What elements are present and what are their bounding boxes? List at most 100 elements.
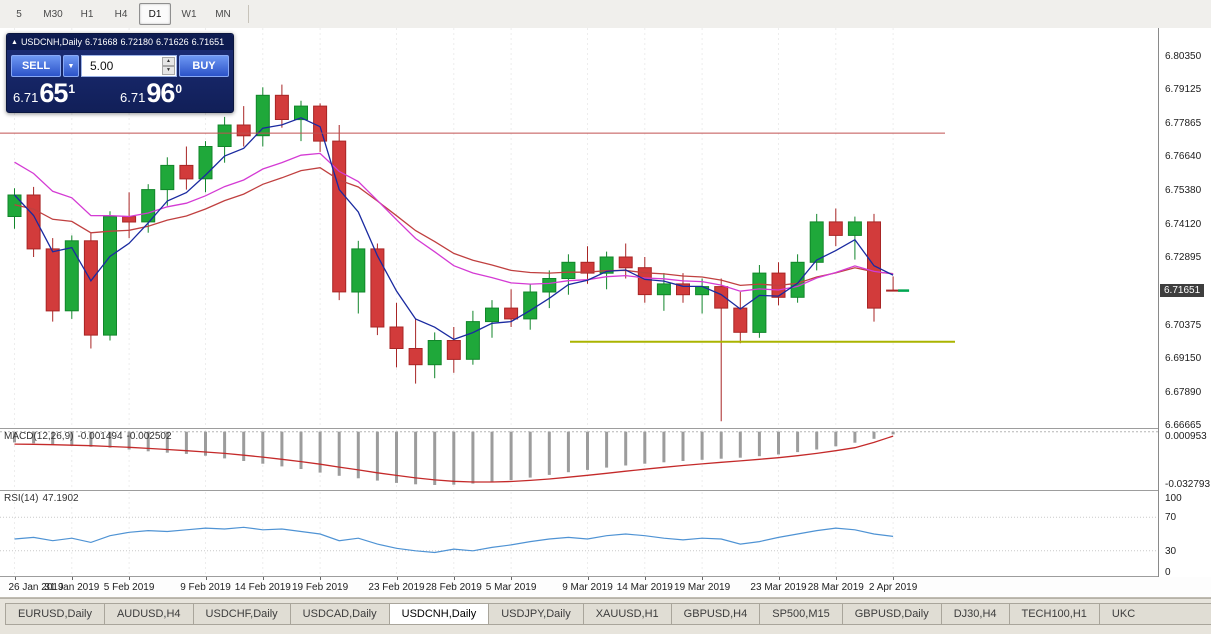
candle-body [45,248,60,312]
chart-tab-bar: EURUSD,Daily AUDUSD,H4 USDCHF,Daily USDCAD,… [0,598,1211,634]
date-axis-label: 31 Jan 2019 [44,582,100,593]
volume-dropdown-button[interactable]: ▼ [63,55,79,77]
buy-price-display[interactable]: 6.71 96 0 [120,78,183,108]
candle-body [580,261,595,274]
rsi-pane[interactable] [0,492,1158,576]
chart-symbol-label: USDCNH,Daily [20,37,82,47]
chart-tab-dj30-h4[interactable]: DJ30,H4 [941,603,1010,625]
chart-tab-usdchf-daily[interactable]: USDCHF,Daily [193,603,291,625]
timeframe-button-H4[interactable]: H4 [114,8,128,20]
macd-axis-max-label: 0.000953 [1165,431,1207,442]
chart-tab-audusd-h4[interactable]: AUDUSD,H4 [104,603,194,625]
macd-histogram-bar [242,431,246,461]
macd-histogram-bar [777,431,780,455]
candle-body [676,283,690,296]
price-axis: 6.80350 6.79125 6.77865 6.76640 6.75380 6.741… [1159,28,1211,577]
buy-button[interactable]: BUY [179,55,229,77]
trade-panel-toggle-icon[interactable]: ▲ [11,38,18,46]
date-axis-label: 28 Feb 2019 [425,582,482,593]
ohlc-low: 6.71626 [156,37,189,47]
macd-histogram-bar [356,431,360,479]
macd-histogram-bar [891,431,895,435]
timeframe-button-H1[interactable]: H1 [80,8,94,20]
timeframe-toolbar: 5 M30 H1 H4 D1 W1 MN [0,0,1211,29]
volume-input[interactable] [81,55,177,77]
candle-body [370,248,385,328]
chart-tab-usdjpy-daily[interactable]: USDJPY,Daily [489,603,584,625]
sell-button[interactable]: SELL [11,55,61,77]
candle-body [198,146,213,180]
toolbar-separator [248,5,249,23]
price-axis-label: 6.67890 [1165,387,1202,398]
chart-tab-gbpusd-daily[interactable]: GBPUSD,Daily [842,603,942,625]
chart-tab-gbpusd-h4[interactable]: GBPUSD,H4 [671,603,761,625]
candle-body [26,194,41,250]
sell-price-display[interactable]: 6.71 65 1 [13,78,76,108]
chart-tab-ukc[interactable]: UKC [1099,603,1211,625]
main-price-chart[interactable] [0,28,1158,428]
candle-body [714,286,729,309]
pane-divider [0,576,1211,577]
timeframe-button-D1[interactable]: D1 [139,3,171,25]
chart-tab-eurusd-daily[interactable]: EURUSD,Daily [5,603,105,625]
price-axis-label: 6.76640 [1165,151,1202,162]
candle-body [408,348,423,366]
price-axis-label: 6.74120 [1165,219,1202,230]
candle-body [103,216,117,336]
macd-histogram-bar [815,431,819,450]
rsi-axis-label: 100 [1165,493,1182,504]
pane-divider[interactable] [0,428,1211,429]
macd-histogram-bar [108,431,112,448]
date-axis-label: 28 Mar 2019 [807,582,864,593]
date-tick [71,577,73,580]
price-axis-label: 6.69150 [1165,353,1202,364]
macd-histogram-bar [547,431,551,475]
candle-body [122,216,137,223]
macd-histogram-bar [853,431,857,443]
candle-body [294,105,308,121]
date-tick [835,577,837,580]
price-axis-label: 6.77865 [1165,118,1202,129]
date-tick [511,577,513,580]
candle-body [561,261,576,280]
candle-body [618,256,633,269]
macd-histogram-bar [757,431,761,457]
date-axis-label: 14 Mar 2019 [616,582,673,593]
macd-histogram-bar [624,431,628,466]
price-axis-label: 6.66665 [1165,420,1202,431]
timeframe-button-5[interactable]: 5 [16,8,22,20]
rsi-line [14,526,894,554]
macd-histogram-bar [872,431,876,439]
candle-body [752,272,767,333]
date-tick [644,577,646,580]
candle-body [427,340,442,366]
date-axis-label: 5 Mar 2019 [485,582,537,593]
timeframe-button-M30[interactable]: M30 [43,8,63,20]
pane-divider[interactable] [0,490,1211,491]
timeframe-button-MN[interactable]: MN [215,8,231,20]
date-tick [14,577,16,580]
macd-histogram-bar [528,431,532,478]
chart-tab-usdcnh-daily[interactable]: USDCNH,Daily [389,603,490,625]
chart-tab-usdcad-daily[interactable]: USDCAD,Daily [290,603,390,625]
chart-tab-tech100-h1[interactable]: TECH100,H1 [1009,603,1100,625]
macd-histogram-bar [719,431,723,459]
macd-pane[interactable] [0,430,1158,490]
volume-spinner-down[interactable]: ▼ [162,66,175,75]
chart-tab-sp500-m15[interactable]: SP500,M15 [760,603,843,625]
candle-body [790,261,805,298]
price-axis-border [1158,28,1159,577]
date-tick [320,577,322,580]
macd-histogram-bar [681,431,685,461]
date-axis-label: 23 Feb 2019 [368,582,425,593]
timeframe-button-W1[interactable]: W1 [181,8,197,20]
candle-body [828,221,843,236]
ma-slow-line [14,167,894,287]
macd-histogram-bar [51,431,55,445]
date-axis-label: 14 Feb 2019 [234,582,291,593]
date-axis: 26 Jan 2019 31 Jan 2019 5 Feb 2019 9 Feb 20… [0,577,1211,598]
volume-spinner-up[interactable]: ▲ [162,57,175,66]
chart-tab-xauusd-h1[interactable]: XAUUSD,H1 [583,603,672,625]
macd-histogram-bar [375,431,379,481]
